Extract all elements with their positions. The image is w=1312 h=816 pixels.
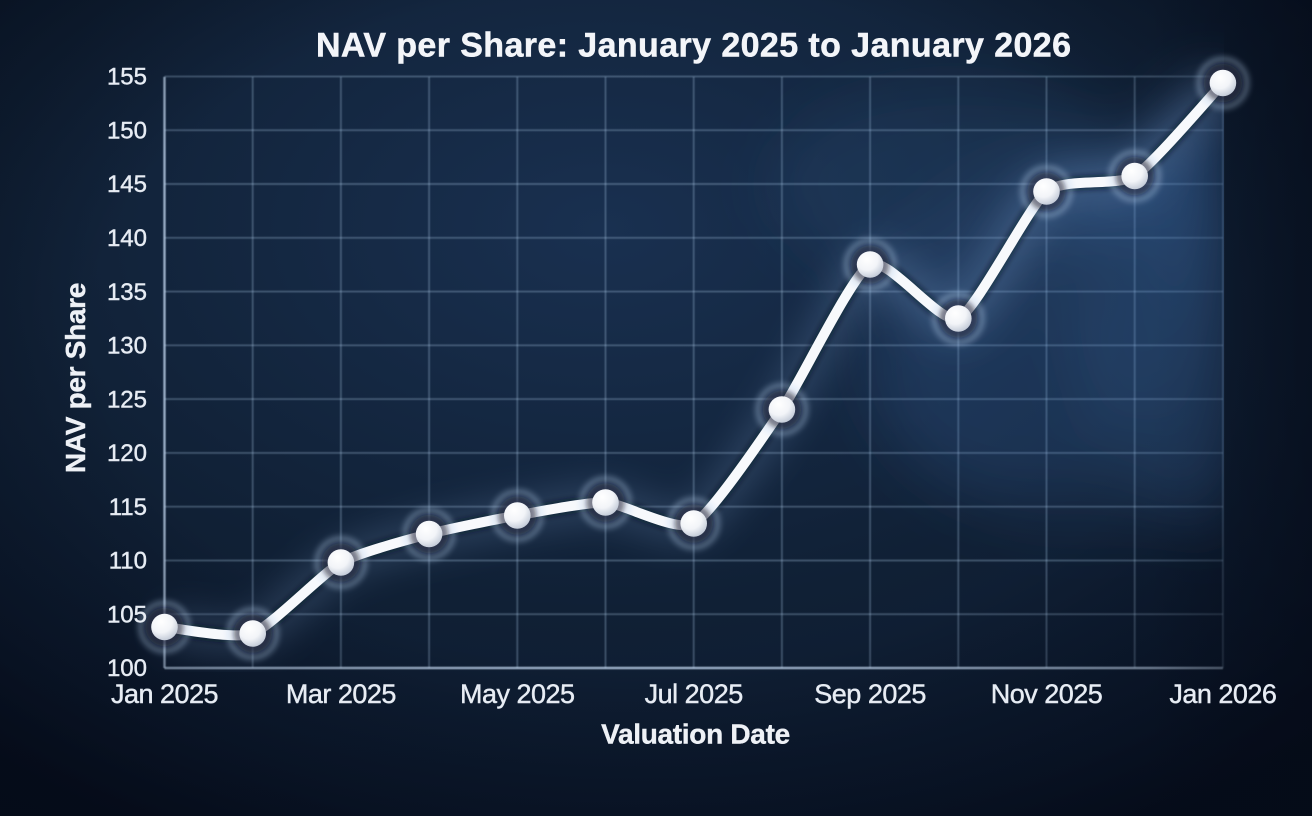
svg-text:Sep 2025: Sep 2025: [814, 679, 926, 709]
svg-text:125: 125: [107, 386, 147, 413]
svg-text:110: 110: [109, 548, 147, 575]
svg-text:Valuation Date: Valuation Date: [601, 719, 790, 750]
svg-text:155: 155: [107, 64, 147, 91]
svg-text:Jul 2025: Jul 2025: [645, 679, 743, 709]
svg-text:135: 135: [107, 279, 147, 306]
svg-text:130: 130: [107, 333, 147, 360]
svg-text:May 2025: May 2025: [460, 679, 575, 709]
svg-text:145: 145: [107, 171, 147, 198]
svg-text:140: 140: [107, 225, 147, 252]
svg-text:Jan 2025: Jan 2025: [111, 679, 218, 709]
svg-text:120: 120: [107, 440, 147, 467]
svg-text:NAV per Share: NAV per Share: [60, 283, 91, 473]
svg-text:Mar 2025: Mar 2025: [286, 679, 396, 709]
svg-text:Nov 2025: Nov 2025: [991, 679, 1103, 709]
svg-text:115: 115: [109, 494, 147, 521]
svg-text:100: 100: [107, 655, 147, 682]
svg-text:NAV per Share: January 2025 to: NAV per Share: January 2025 to January 2…: [316, 27, 1072, 65]
svg-text:Jan 2026: Jan 2026: [1169, 679, 1276, 709]
svg-text:105: 105: [107, 601, 147, 628]
svg-text:150: 150: [107, 117, 147, 144]
